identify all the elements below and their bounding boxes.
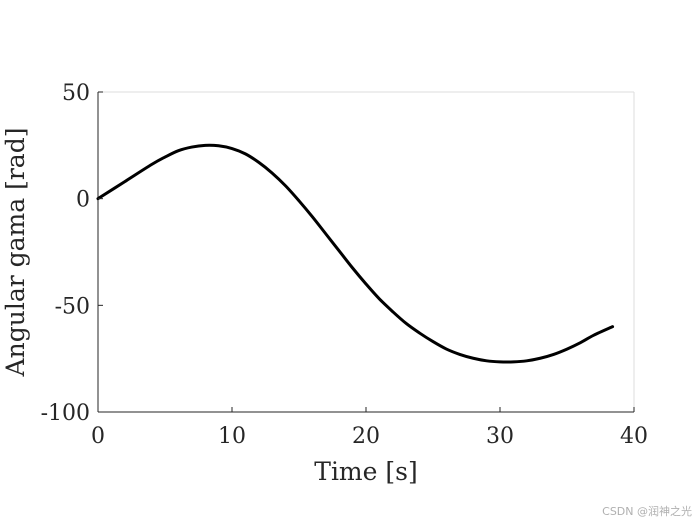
- x-tick-label-3: 30: [486, 424, 514, 449]
- y-tick-label-3: -100: [41, 401, 90, 426]
- x-tick-label-1: 10: [218, 424, 246, 449]
- y-tick-label-0: 50: [62, 81, 90, 106]
- watermark: CSDN @润神之光: [602, 505, 692, 518]
- series-line-0: [96, 143, 615, 364]
- x-tick-label-0: 0: [91, 424, 105, 449]
- y-tick-label-1: 0: [76, 188, 90, 213]
- x-tick-label-2: 20: [352, 424, 380, 449]
- tick-labels: 0 10 20 30 40 50 0 -50 -100: [41, 81, 648, 449]
- x-axis-label: Time [s]: [314, 457, 417, 486]
- series-layer: [96, 143, 615, 364]
- plot-frame: [97, 91, 635, 413]
- ticks: [97, 91, 635, 413]
- y-axis-label: Angular gama [rad]: [1, 128, 30, 378]
- plot-area: [98, 92, 634, 412]
- y-tick-label-2: -50: [55, 294, 90, 319]
- x-tick-label-4: 40: [620, 424, 648, 449]
